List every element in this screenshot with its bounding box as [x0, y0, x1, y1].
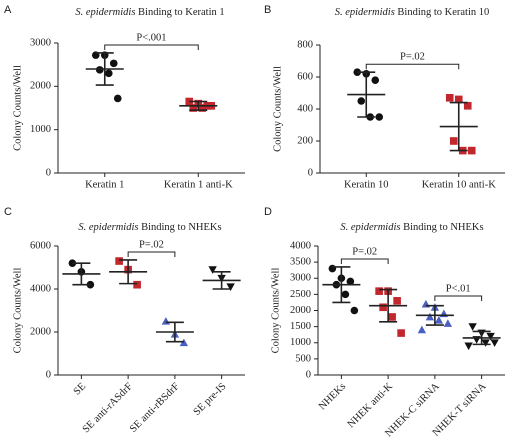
data-point	[449, 137, 458, 145]
data-point	[397, 329, 405, 337]
significance-bracket	[365, 63, 460, 70]
significance-label: P=.02	[352, 246, 377, 257]
data-point	[341, 290, 350, 299]
title-part: S. epidermidis	[335, 7, 395, 18]
chart-title: S. epidermidis Binding to Keratin 1	[75, 7, 224, 18]
significance-label: P<.01	[446, 283, 471, 294]
data-point	[454, 95, 463, 104]
y-tick-label: 0	[306, 369, 311, 380]
title-part: Binding to NHEKs	[138, 222, 221, 233]
y-tick-label: 2000	[30, 326, 51, 337]
data-point	[388, 313, 396, 321]
data-point	[463, 102, 472, 110]
data-point	[346, 277, 355, 286]
data-point	[490, 339, 499, 347]
panel-label: B	[264, 4, 271, 16]
y-tick-label: 1500	[290, 321, 311, 332]
title-part: S. epidermidis	[340, 222, 400, 233]
data-point	[486, 332, 495, 341]
y-tick-label: 6000	[30, 240, 51, 251]
x-tick-label: Keratin 10	[344, 179, 389, 190]
y-tick-label: 0	[46, 167, 51, 178]
chart-title: S. epidermidis Binding to NHEKs	[78, 222, 221, 233]
y-tick-label: 0	[46, 369, 51, 380]
y-axis-label: Colony Counts/Well	[270, 268, 281, 354]
significance-bracket	[104, 44, 199, 50]
title-part: S. epidermidis	[75, 7, 135, 18]
data-point	[425, 312, 435, 321]
data-point	[375, 287, 383, 295]
y-tick-label: 3500	[290, 257, 311, 268]
data-point	[208, 266, 217, 274]
panel-label: A	[4, 4, 12, 16]
y-tick-label: 2500	[290, 289, 311, 300]
data-point	[371, 76, 380, 84]
x-tick-label: SE	[72, 381, 88, 397]
data-point	[226, 283, 235, 292]
y-tick-label: 3000	[290, 273, 311, 284]
x-tick-label: SE anti-rBSdrF	[128, 381, 182, 435]
significance-bracket	[434, 295, 483, 302]
x-tick-label: SE pre-IS	[192, 381, 229, 418]
data-point	[375, 113, 384, 121]
y-tick-label: 4000	[290, 240, 311, 251]
data-point	[350, 306, 359, 315]
x-tick-label: NHEKs	[317, 381, 348, 412]
title-part: Binding to Keratin 1	[135, 7, 224, 18]
data-point	[115, 257, 123, 265]
significance-bracket	[340, 258, 389, 264]
chart-title: S. epidermidis Binding to NHEKs	[340, 222, 483, 233]
data-point	[468, 323, 477, 331]
data-point	[379, 303, 387, 312]
panel-label: C	[4, 206, 12, 218]
x-tick-label: NHEK anti-K	[346, 381, 396, 431]
y-tick-label: 500	[295, 353, 311, 364]
significance-label: P=.02	[139, 239, 164, 250]
y-axis-label: Colony Counts/Well	[272, 66, 283, 152]
data-point	[113, 94, 122, 103]
y-tick-label: 4000	[30, 283, 51, 294]
y-tick-label: 2000	[30, 81, 51, 92]
data-point	[109, 59, 118, 68]
y-tick-label: 0	[308, 167, 313, 178]
y-tick-label: 800	[297, 39, 313, 50]
significance-bracket	[127, 251, 176, 257]
panel-label: D	[264, 206, 272, 218]
y-tick-label: 3000	[30, 37, 51, 48]
data-point	[445, 94, 454, 102]
y-tick-label: 2000	[290, 305, 311, 316]
data-point	[464, 342, 473, 351]
data-point	[161, 317, 171, 325]
y-axis-label: Colony Counts/Well	[12, 65, 23, 151]
data-point	[133, 280, 141, 289]
y-tick-label: 1000	[290, 337, 311, 348]
y-axis-label: Colony Counts/Well	[12, 268, 23, 354]
data-point	[443, 319, 453, 327]
data-point	[434, 315, 444, 324]
data-point	[467, 146, 476, 155]
x-tick-label: Keratin 1	[85, 179, 124, 190]
title-part: Binding to Keratin 10	[395, 7, 490, 18]
data-point	[328, 264, 337, 273]
data-point	[198, 104, 207, 112]
y-tick-label: 400	[297, 103, 313, 114]
data-point	[104, 69, 113, 78]
title-part: S. epidermidis	[78, 222, 138, 233]
y-tick-label: 1000	[30, 124, 51, 135]
data-point	[357, 97, 366, 105]
data-point	[481, 339, 490, 347]
x-tick-label: Keratin 1 anti-K	[164, 179, 233, 190]
data-point	[189, 104, 198, 112]
data-point	[393, 297, 401, 305]
significance-label: P<.001	[136, 32, 166, 43]
data-point	[417, 325, 427, 334]
y-tick-label: 200	[297, 135, 313, 146]
y-tick-label: 600	[297, 71, 313, 82]
title-part: Binding to NHEKs	[400, 222, 483, 233]
data-point	[95, 66, 104, 74]
x-tick-label: Keratin 10 anti-K	[422, 179, 496, 190]
chart-title: S. epidermidis Binding to Keratin 10	[335, 7, 490, 18]
significance-label: P=.02	[400, 52, 425, 63]
